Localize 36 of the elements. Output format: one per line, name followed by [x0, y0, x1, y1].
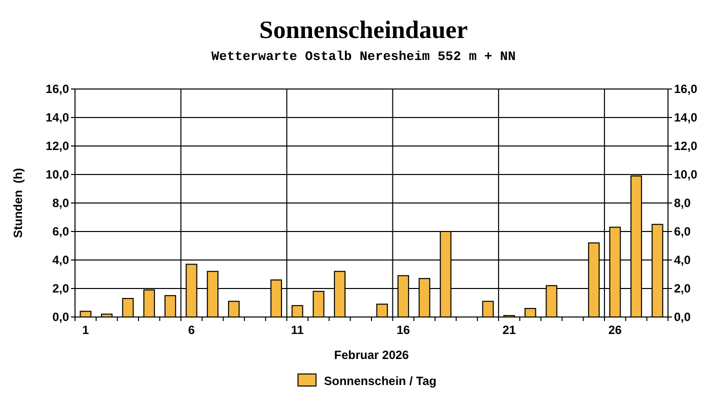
chart-subtitle: Wetterwarte Ostalb Neresheim 552 m + NN [211, 49, 516, 64]
y2-tick-label: 10,0 [674, 168, 698, 182]
y-tick-label: 12,0 [46, 139, 70, 153]
x-tick-label: 1 [82, 323, 90, 337]
bar [376, 304, 388, 318]
chart-title: Sonnenscheindauer [259, 17, 468, 44]
y-tick-label: 10,0 [46, 168, 70, 182]
y2-tick-label: 14,0 [674, 110, 698, 124]
y2-tick-label: 12,0 [674, 139, 698, 153]
y-tick-label: 2,0 [52, 282, 70, 296]
y-tick-label: 14,0 [46, 110, 70, 124]
y-tick-label: 8,0 [52, 196, 70, 210]
bar [292, 305, 304, 318]
y-axis-title: Stunden (h) [11, 168, 25, 238]
bar [482, 300, 494, 318]
y-tick-label: 0,0 [52, 310, 70, 324]
x-tick-label: 16 [396, 323, 410, 337]
y2-tick-label: 0,0 [674, 310, 692, 324]
y-tick-label: 16,0 [46, 82, 70, 96]
legend-label: Sonnenschein / Tag [324, 374, 436, 388]
y-tick-label: 4,0 [52, 253, 70, 267]
x-tick-label: 21 [502, 323, 516, 337]
x-tick-label: 11 [291, 323, 304, 337]
bar [164, 295, 176, 318]
bar [312, 290, 324, 318]
y-tick-label: 6,0 [52, 224, 70, 238]
y2-tick-label: 8,0 [674, 196, 692, 210]
bar [228, 300, 240, 318]
y2-tick-label: 4,0 [674, 253, 692, 267]
x-tick-label: 6 [188, 323, 196, 337]
bar [122, 298, 134, 318]
x-axis-title: Februar 2026 [334, 348, 410, 362]
y2-tick-label: 16,0 [674, 82, 698, 96]
x-tick-label: 26 [608, 323, 622, 337]
y2-tick-label: 2,0 [674, 282, 692, 296]
y2-tick-label: 6,0 [674, 224, 692, 238]
